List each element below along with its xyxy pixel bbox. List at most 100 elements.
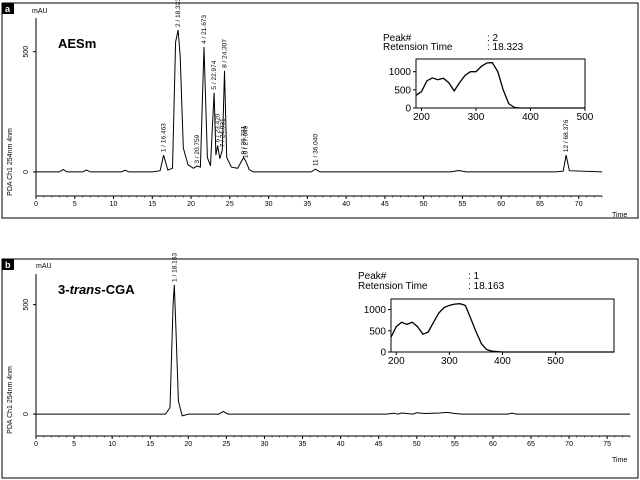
panel-a-xtick-label: 30 [265, 201, 273, 208]
panel-a-title: AESm [58, 36, 96, 51]
panel-a-xtick-label: 50 [420, 201, 428, 208]
panel-a-label: a [5, 4, 11, 14]
panel-a-peak-label: 5 / 22.974 [211, 60, 218, 89]
panel-b-inset-ytick-label: 0 [380, 348, 386, 359]
panel-a-peak-label: 11 / 36.040 [312, 134, 319, 166]
panel-a-xtick-label: 60 [497, 201, 505, 208]
panel-b-title-italic: trans [70, 282, 102, 297]
panel-b-inset: 0 500 1000 200 300 400 500 [364, 298, 615, 367]
panel-a-inset-ytick-label: 1000 [389, 67, 412, 78]
panel-a-ytick-label: 0 [23, 170, 30, 174]
panel-a-peak-label: 7 / 24.031 [219, 118, 226, 147]
panel-a-xlabel: Time [612, 212, 627, 219]
panel-b-inset-frame [390, 298, 615, 353]
panel-b-inset-xtick-label: 300 [441, 356, 458, 367]
panel-b-xtick-label: 40 [337, 441, 345, 448]
panel-b-xtick-label: 10 [108, 441, 116, 448]
panel-a-xtick-label: 35 [303, 201, 311, 208]
panel-b-xtick-label: 5 [72, 441, 76, 448]
panel-b-peak-label: 1 / 18.163 [171, 253, 178, 282]
panel-b-label-box [2, 259, 14, 270]
panel-a-xtick-label: 15 [148, 201, 156, 208]
panel-a-info-rt-label: Retension Time [383, 42, 453, 53]
panel-b-frame [1, 258, 639, 479]
panel-a-peak-label: 12 / 68.376 [563, 119, 570, 152]
panel-b-xtick-label: 70 [565, 441, 573, 448]
panel-a-inset-ytick-label: 0 [405, 104, 411, 115]
panel-b-plot: 0 500 0 5 10 15 20 25 30 35 40 45 50 55 60 65 70 75 1 / 18… [23, 253, 631, 448]
panel-a-inset: 0 500 1000 200 300 400 500 [389, 58, 594, 123]
panel-b-label: b [5, 260, 11, 270]
panel-a-info-peak-label: Peak# [383, 33, 412, 44]
panel-a-peak-label: 9 / 26.781 [241, 125, 248, 154]
panel-b-ytick-label: 500 [23, 299, 30, 311]
panel-a-xtick-label: 10 [110, 201, 118, 208]
panel-a-frame [1, 2, 639, 219]
panel-a-xtick-label: 5 [73, 201, 77, 208]
panel-b-axes [35, 274, 630, 437]
panel-b-info-peak-value: : 1 [468, 271, 480, 282]
panel-a-inset-spectrum [415, 61, 585, 109]
panel-b-xtick-label: 60 [489, 441, 497, 448]
panel-a-xtick-label: 0 [34, 201, 38, 208]
panel-b-xtick-label: 45 [375, 441, 383, 448]
panel-b-yunit: mAU [36, 263, 52, 270]
panel-a-peak-label: 8 / 24.307 [221, 39, 228, 68]
panel-b-xtick-label: 65 [527, 441, 535, 448]
panel-b-info-peak-label: Peak# [358, 271, 387, 282]
panel-b-xtick-label: 55 [451, 441, 459, 448]
panel-a-xtick-label: 40 [342, 201, 350, 208]
panel-a-info-peak-value: : 2 [487, 33, 499, 44]
panel-b-xtick-label: 0 [34, 441, 38, 448]
panel-a-yunit: mAU [32, 8, 48, 15]
panel-a-inset-xtick-label: 200 [413, 112, 430, 123]
panel-a-ytick-label: 500 [23, 46, 30, 58]
panel-a-inset-xtick-label: 500 [577, 112, 594, 123]
panel-b-title-suffix: -CGA [101, 282, 135, 297]
panel-b-xtick-label: 50 [413, 441, 421, 448]
panel-b: b mAU PDA Ch1 254nm 4nm Time 3-trans-CGA… [1, 253, 639, 479]
panel-a-peak-label: 10 / 27.049 [243, 125, 250, 158]
panel-a-xtick-label: 25 [226, 201, 234, 208]
panel-a-label-box [2, 3, 14, 14]
panel-b-inset-xtick-label: 400 [494, 356, 511, 367]
panel-a-peak-label: 6 / 23.420 [215, 113, 222, 142]
panel-a-xtick-label: 70 [575, 201, 583, 208]
panel-a-trace [36, 29, 603, 173]
panel-a-peak-label: 1 / 16.463 [161, 123, 168, 152]
panel-a-inset-frame [415, 58, 586, 109]
panel-a-peak-label: 3 / 20.759 [194, 134, 201, 163]
panel-b-info-rt-label: Retension Time [358, 281, 428, 292]
panel-b-inset-ytick-label: 1000 [364, 305, 387, 316]
panel-b-xtick-label: 75 [603, 441, 611, 448]
panel-b-xtick-label: 25 [222, 441, 230, 448]
panel-b-title-prefix: 3- [58, 282, 70, 297]
panel-a-plot: 0 500 0 5 10 15 20 25 30 35 40 45 50 55 60 65 70 1 / 16.4… [23, 0, 603, 208]
panel-a-peak-label: 2 / 18.323 [175, 0, 182, 27]
panel-b-xlabel: Time [612, 457, 627, 464]
panel-a-xtick-label: 55 [459, 201, 467, 208]
panel-b-xtick-label: 35 [299, 441, 307, 448]
panel-b-trace [36, 284, 630, 417]
panel-b-ytick-label: 0 [23, 412, 30, 416]
panel-b-inset-spectrum [390, 303, 614, 353]
panel-a-ylabel: PDA Ch1 254nm 4nm [7, 128, 14, 196]
panel-a-xtick-label: 45 [381, 201, 389, 208]
panel-b-inset-ytick-label: 500 [369, 326, 386, 337]
panel-a-inset-xtick-label: 300 [468, 112, 485, 123]
panel-a-info-rt-value: : 18.323 [487, 42, 524, 53]
panel-b-xtick-label: 30 [261, 441, 269, 448]
panel-b-inset-xtick-label: 500 [547, 356, 564, 367]
panel-a-inset-xtick-label: 400 [522, 112, 539, 123]
panel-a-xtick-label: 65 [536, 201, 544, 208]
panel-b-title: 3-trans-CGA [58, 282, 135, 297]
panel-a-xtick-label: 20 [187, 201, 195, 208]
panel-b-inset-xtick-label: 200 [388, 356, 405, 367]
panel-b-xtick-label: 20 [184, 441, 192, 448]
panel-b-xtick-label: 15 [146, 441, 154, 448]
panel-a-peak-label: 4 / 21.673 [201, 15, 208, 44]
panel-b-ylabel: PDA Ch1 254nm 4nm [7, 366, 14, 434]
panel-b-info-rt-value: : 18.163 [468, 281, 505, 292]
